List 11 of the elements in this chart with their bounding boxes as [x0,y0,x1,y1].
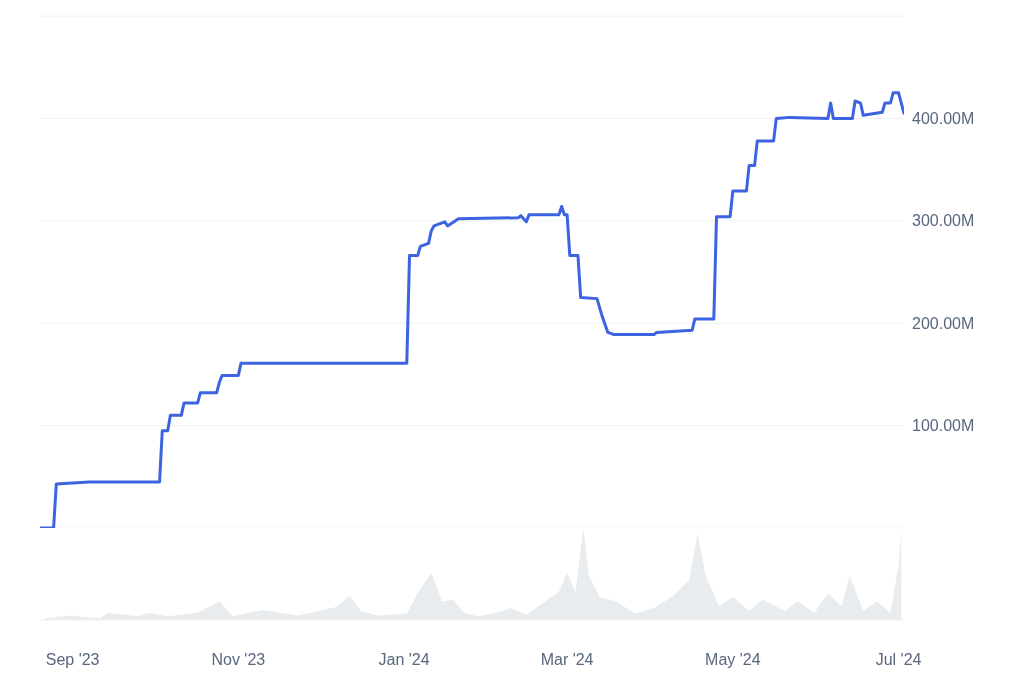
y-tick-label: 200.00M [912,314,975,332]
x-tick-label: Jul '24 [875,651,922,669]
x-tick-label: Nov '23 [211,651,266,669]
x-tick-label: Sep '23 [45,651,100,669]
x-tick-label: Mar '24 [540,651,594,669]
x-tick-label: Jan '24 [378,651,430,669]
y-tick-label: 300.00M [912,212,975,230]
y-tick-label: 400.00M [912,110,975,128]
line-series [40,91,904,528]
y-tick-label: 100.00M [912,417,975,435]
x-tick-label: May '24 [705,651,761,669]
